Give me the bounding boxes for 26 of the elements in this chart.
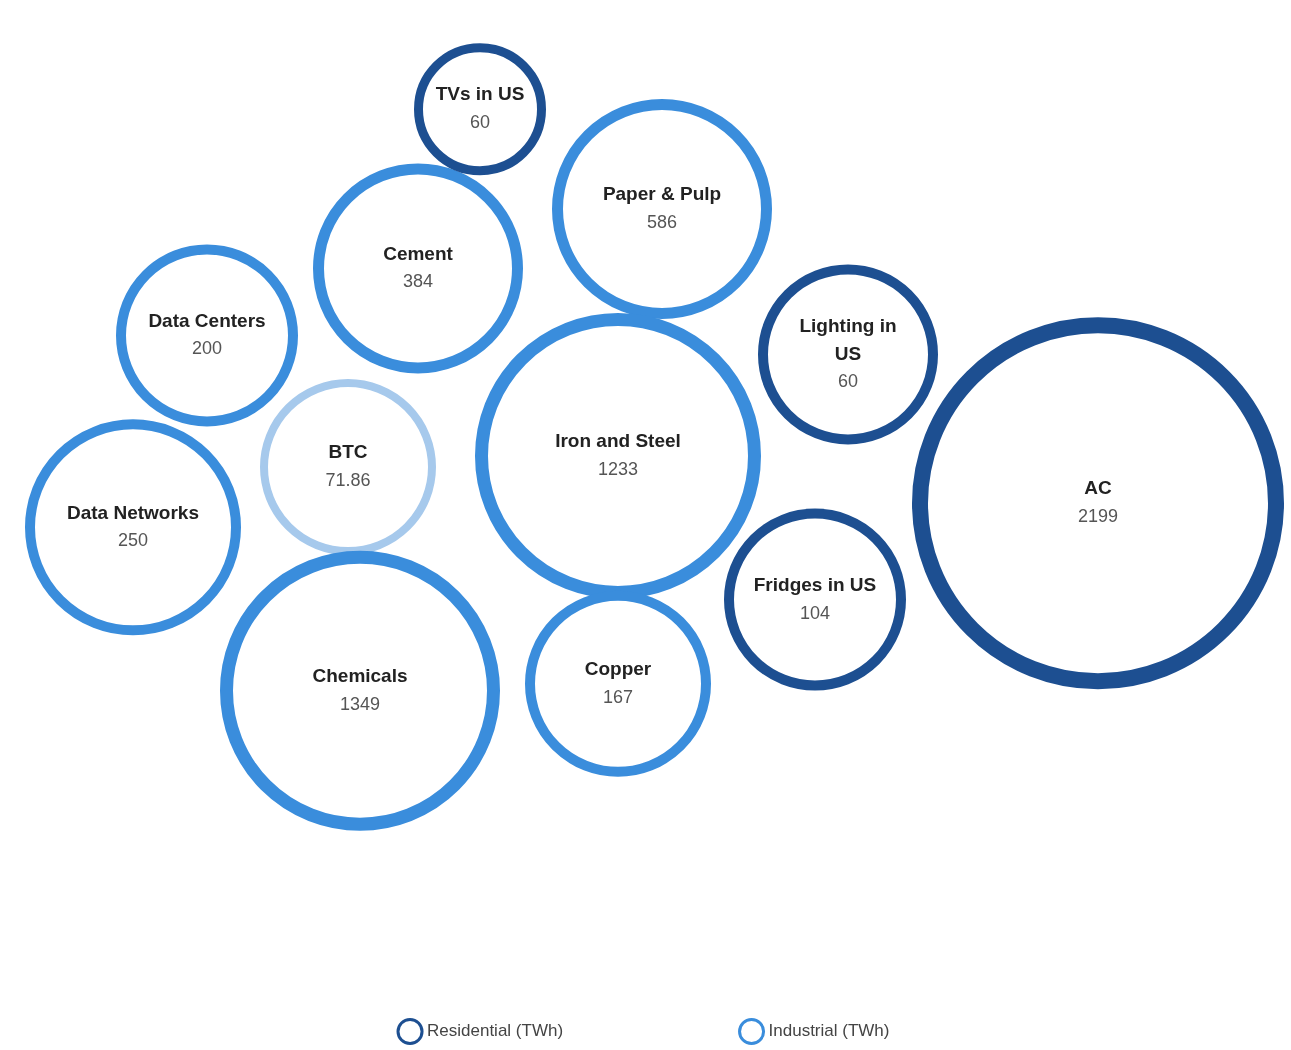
data-label: 104 (799, 602, 831, 623)
category-label: Data Centers (148, 309, 266, 331)
category-label: Iron and Steel (555, 430, 681, 452)
data-label: 2199 (1077, 506, 1119, 527)
data-label: 200 (191, 338, 223, 359)
category-label: Fridges in US (753, 573, 877, 595)
category-label: AC (1084, 477, 1112, 499)
category-label: Paper & Pulp (602, 183, 722, 205)
category-label: BTC (328, 441, 368, 463)
data-label: 1233 (597, 458, 639, 479)
category-label: Lighting in US (799, 314, 897, 364)
legend-label: Residential (TWh) (427, 1021, 564, 1041)
category-label: Copper (584, 658, 652, 680)
data-label: 71.86 (325, 470, 371, 491)
category-label: Data Networks (67, 501, 199, 523)
data-label: 586 (646, 212, 678, 232)
category-label: TVs in US (435, 83, 525, 105)
category-label: Chemicals (312, 664, 408, 686)
data-label: 60 (837, 371, 859, 392)
category-label: Cement (383, 242, 454, 264)
data-label: 384 (402, 271, 434, 292)
data-label: 60 (469, 112, 491, 133)
data-label: 1349 (339, 693, 381, 714)
data-label: 250 (117, 530, 149, 551)
legend-label: Industrial (TWh) (768, 1021, 890, 1041)
data-label: 167 (602, 686, 634, 707)
